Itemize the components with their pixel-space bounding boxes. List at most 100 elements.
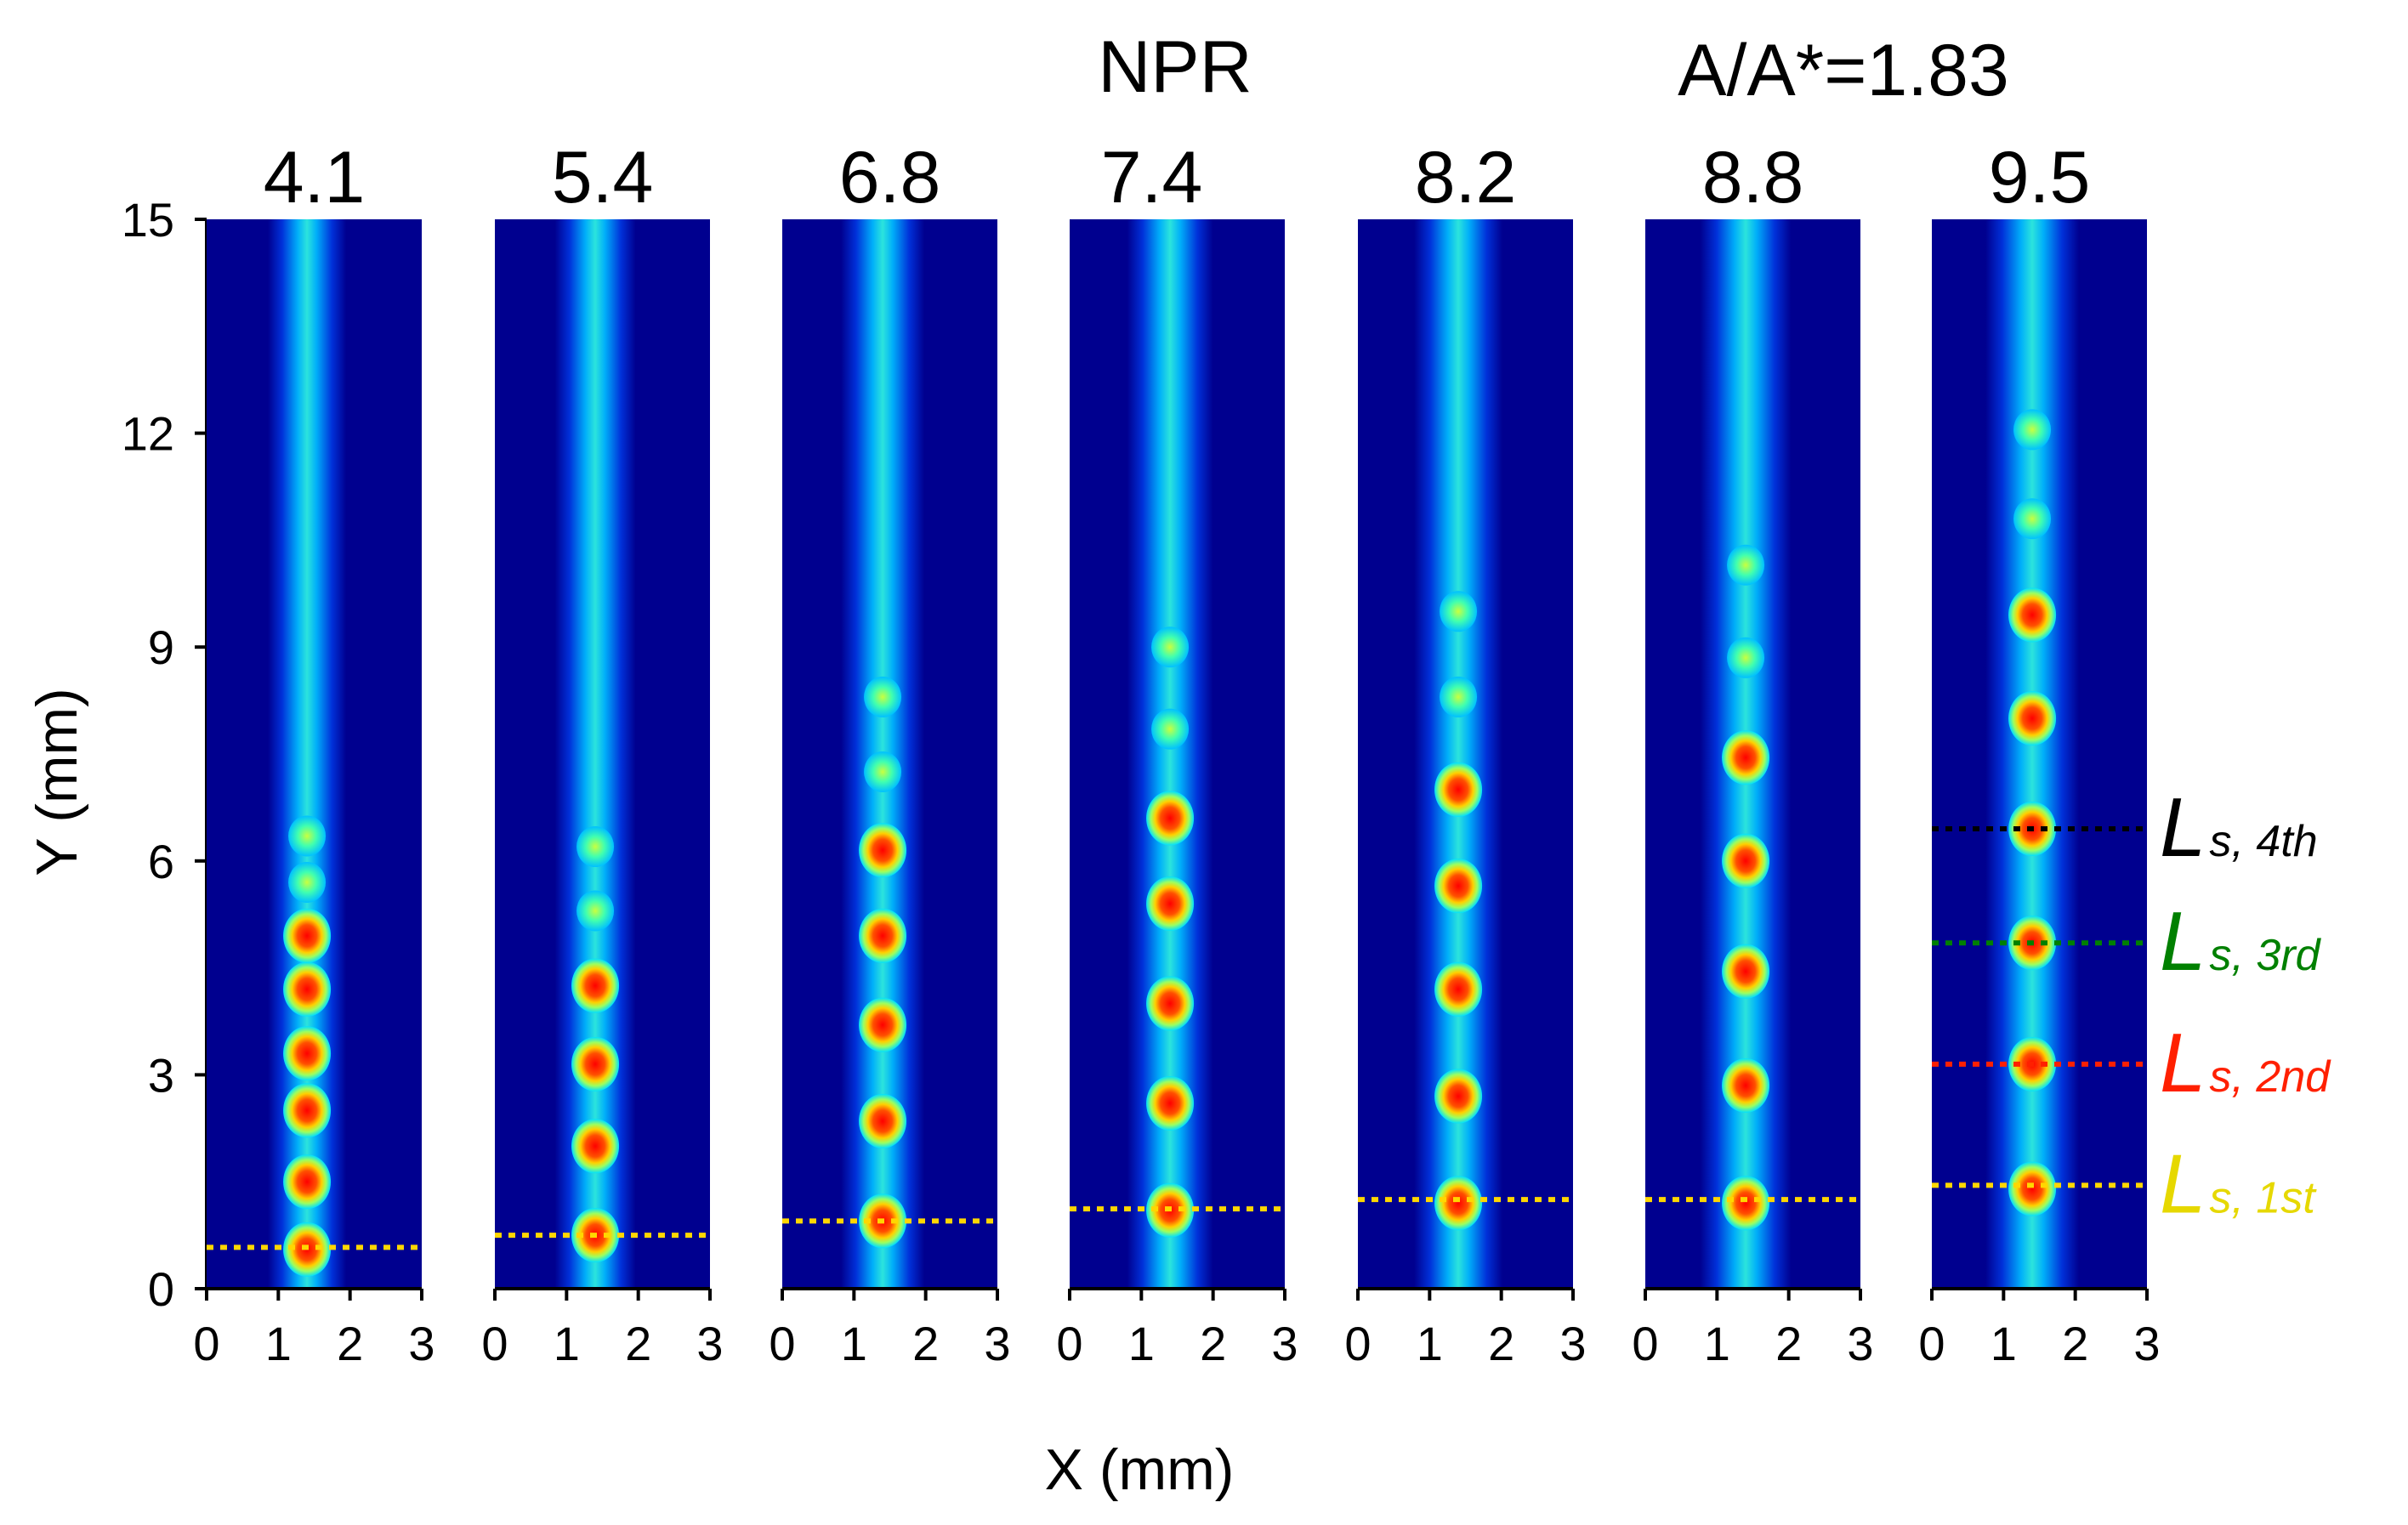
panel-image — [1700, 219, 1792, 1289]
panel-image — [1985, 219, 2080, 1289]
x-tick-label: 2 — [625, 1317, 651, 1370]
npr-value-label: 8.8 — [1702, 137, 1804, 218]
x-tick-label: 0 — [1632, 1317, 1658, 1370]
shock-cell — [1434, 859, 1483, 914]
y-tick-label: 0 — [148, 1262, 174, 1316]
panel-npr-5-4: 0 1 2 3 5.4 — [481, 137, 723, 1370]
shock-cell — [283, 961, 332, 1017]
shock-cell — [1146, 791, 1195, 846]
x-tick-label: 2 — [2062, 1317, 2088, 1370]
shock-cell — [1146, 976, 1195, 1031]
panel-image — [1414, 219, 1503, 1289]
x-tick-label: 0 — [769, 1317, 795, 1370]
shock-cell — [288, 861, 327, 903]
shock-cell — [1722, 833, 1770, 888]
panel-image — [268, 219, 347, 1289]
x-tick-label: 1 — [1991, 1317, 2017, 1370]
shock-cell — [1434, 961, 1483, 1017]
shock-cell — [1434, 762, 1483, 817]
shock-cell — [571, 1119, 620, 1174]
shock-cell — [864, 751, 902, 792]
y-tick-label: 15 — [122, 193, 174, 247]
x-tick-label: 0 — [1344, 1317, 1371, 1370]
x-tick-label: 3 — [2133, 1317, 2160, 1370]
area-ratio-label: A/A*=1.83 — [1678, 30, 2009, 111]
shock-cell — [864, 676, 902, 717]
shock-cell — [1722, 1057, 1770, 1113]
legend-item: Ls, 1st — [2160, 1137, 2317, 1230]
shock-cell — [576, 890, 615, 932]
x-tick-label: 3 — [408, 1317, 434, 1370]
panel-npr-9-5: 0 1 2 3 9.5 — [1918, 137, 2160, 1370]
shock-cell — [1146, 1075, 1195, 1131]
x-tick-label: 3 — [1559, 1317, 1586, 1370]
shock-cell — [576, 826, 615, 868]
shock-cell — [859, 997, 907, 1052]
x-tick-label: 1 — [265, 1317, 292, 1370]
x-tick-label: 1 — [1128, 1317, 1155, 1370]
legend-item: Ls, 4th — [2160, 780, 2318, 874]
x-tick-label: 3 — [984, 1317, 1010, 1370]
x-tick-label: 1 — [1417, 1317, 1443, 1370]
shock-cell — [1440, 676, 1478, 717]
x-tick-label: 1 — [841, 1317, 867, 1370]
shock-cell — [1727, 544, 1765, 586]
npr-value-label: 6.8 — [839, 137, 941, 218]
jet-plume — [1985, 219, 2080, 1289]
panel-npr-8-8: 0 1 2 3 8.8 — [1632, 137, 1873, 1370]
legend-item: Ls, 3rd — [2160, 894, 2322, 988]
shock-cell — [859, 823, 907, 878]
npr-value-label: 4.1 — [264, 137, 366, 218]
x-tick-label: 2 — [1488, 1317, 1514, 1370]
panels: 0 1 2 34.10 1 2 35.40 1 2 36.80 1 2 37.40 1 2 38.20 1 2 38… — [193, 137, 2160, 1370]
panel-npr-4-1: 0 1 2 3 4.1 — [193, 137, 434, 1370]
jet-plume — [554, 219, 636, 1289]
shock-cell — [2008, 691, 2057, 746]
shock-cell — [571, 958, 620, 1013]
npr-value-label: 8.2 — [1415, 137, 1517, 218]
shock-cell — [1722, 944, 1770, 999]
panel-image — [841, 219, 925, 1289]
shock-cell — [571, 1036, 620, 1091]
x-tick-label: 2 — [1200, 1317, 1226, 1370]
x-tick-label: 0 — [1056, 1317, 1082, 1370]
npr-value-label: 5.4 — [552, 137, 654, 218]
panel-npr-6-8: 0 1 2 3 6.8 — [769, 137, 1010, 1370]
legend-item: Ls, 2nd — [2160, 1016, 2331, 1109]
y-axis-title: Y (mm) — [25, 688, 89, 876]
legend: Ls, 4th Ls, 3rd Ls, 2nd Ls, 1st — [2160, 780, 2331, 1230]
x-tick-label: 2 — [337, 1317, 363, 1370]
jet-plume — [1414, 219, 1503, 1289]
shock-cell — [288, 815, 327, 857]
shock-cell — [1146, 876, 1195, 932]
y-tick-label: 9 — [148, 621, 174, 674]
npr-value-label: 9.5 — [1989, 137, 2091, 218]
shock-cell — [1722, 730, 1770, 785]
x-tick-label: 3 — [1847, 1317, 1873, 1370]
panel-image — [554, 219, 636, 1289]
x-tick-label: 1 — [554, 1317, 580, 1370]
shock-cell — [283, 908, 332, 963]
shock-cell — [1434, 1176, 1483, 1231]
npr-value-label: 7.4 — [1101, 137, 1203, 218]
panel-image — [1127, 219, 1213, 1289]
shock-cell — [283, 1026, 332, 1081]
shock-cell — [2013, 498, 2052, 540]
shock-cell — [1727, 637, 1765, 678]
y-axis: 0 3 6 9 12 15 — [122, 193, 208, 1316]
x-tick-label: 3 — [696, 1317, 723, 1370]
y-tick-label: 6 — [148, 835, 174, 888]
y-tick-label: 12 — [122, 407, 174, 461]
x-axis-title: X (mm) — [1045, 1437, 1235, 1502]
x-tick-label: 0 — [1918, 1317, 1945, 1370]
panel-npr-8-2: 0 1 2 3 8.2 — [1344, 137, 1586, 1370]
x-tick-label: 2 — [1775, 1317, 1802, 1370]
shock-cell — [2008, 587, 2057, 643]
shock-cell — [283, 1083, 332, 1138]
shock-cell — [1440, 591, 1478, 632]
panel-npr-7-4: 0 1 2 3 7.4 — [1056, 137, 1298, 1370]
shock-cell — [859, 1093, 907, 1148]
x-tick-label: 1 — [1704, 1317, 1730, 1370]
shock-cell — [859, 908, 907, 963]
y-tick-label: 3 — [148, 1048, 174, 1102]
